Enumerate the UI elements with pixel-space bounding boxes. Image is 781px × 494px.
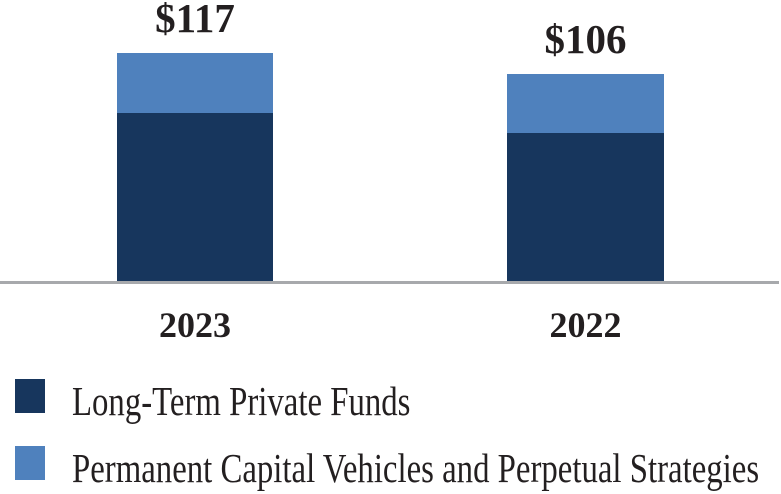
bar-2022 [507,74,664,281]
legend-label-permanent-capital-vehicles: Permanent Capital Vehicles and Perpetual… [72,445,760,491]
bar-2022-long-term-segment [507,133,664,281]
total-label-2022: $106 [544,16,627,62]
legend-swatch-dark-blue-icon [15,379,45,413]
bar-2022-permanent-capital-segment [507,74,664,133]
x-axis-line [0,281,779,284]
x-label-2022: 2022 [549,305,622,345]
legend-item-permanent-capital-vehicles: Permanent Capital Vehicles and Perpetual… [15,446,781,489]
bar-2023-long-term-segment [117,113,273,281]
bar-2023-permanent-capital-segment [117,53,273,113]
bar-2023 [117,53,273,281]
legend-label-long-term-private-funds: Long-Term Private Funds [72,378,411,424]
legend-swatch-light-blue-icon [15,446,45,480]
total-label-2023: $117 [155,0,235,41]
x-label-2023: 2023 [159,305,231,345]
legend-item-long-term-private-funds: Long-Term Private Funds [15,379,781,422]
